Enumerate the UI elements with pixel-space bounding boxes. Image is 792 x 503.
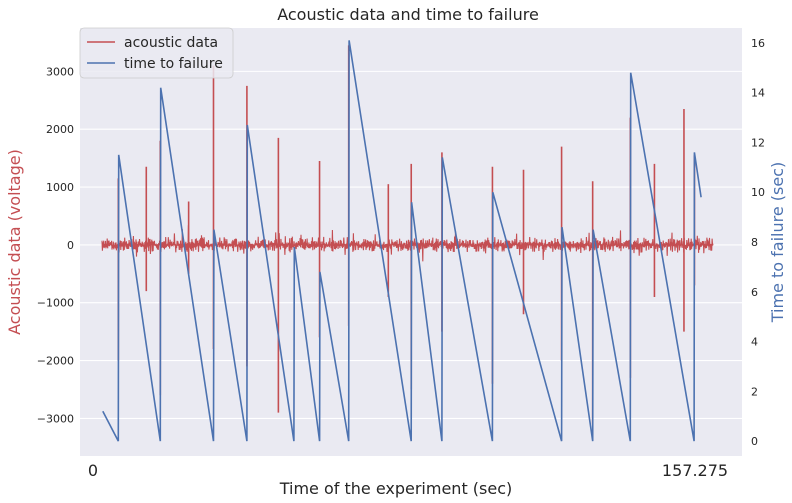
left-tick-label: 0 (67, 239, 74, 252)
x-tick-start: 0 (88, 461, 98, 480)
left-tick-label: −2000 (37, 355, 74, 368)
time-to-failure-line (102, 40, 702, 442)
left-axis-label: Acoustic data (voltage) (5, 149, 24, 335)
legend: acoustic data time to failure (79, 27, 234, 79)
legend-box (79, 27, 234, 79)
acoustic-data-line (101, 225, 714, 262)
left-tick-label: 2000 (46, 123, 74, 136)
right-axis-ticks: 0 2 4 6 8 10 12 14 16 (751, 37, 765, 448)
right-tick-label: 16 (751, 37, 765, 50)
x-axis-label: Time of the experiment (sec) (279, 479, 513, 498)
right-tick-label: 6 (751, 286, 758, 299)
legend-acoustic-label: acoustic data (124, 35, 218, 51)
right-axis-label: Time to failure (sec) (768, 162, 787, 323)
right-tick-label: 10 (751, 186, 765, 199)
right-tick-label: 14 (751, 87, 765, 100)
right-tick-label: 0 (751, 435, 758, 448)
left-tick-label: 3000 (46, 65, 74, 78)
left-tick-label: 1000 (46, 181, 74, 194)
right-tick-label: 8 (751, 236, 758, 249)
legend-ttf-label: time to failure (124, 56, 223, 72)
x-tick-end: 157.275 (662, 461, 728, 480)
chart-title: Acoustic data and time to failure (277, 5, 539, 24)
time-to-failure-series (102, 40, 702, 442)
right-tick-label: 4 (751, 336, 758, 349)
left-tick-label: −3000 (37, 412, 74, 425)
left-axis-ticks: −3000 −2000 −1000 0 1000 2000 3000 (37, 65, 74, 425)
right-tick-label: 2 (751, 385, 758, 398)
left-tick-label: −1000 (37, 297, 74, 310)
right-tick-label: 12 (751, 136, 765, 149)
